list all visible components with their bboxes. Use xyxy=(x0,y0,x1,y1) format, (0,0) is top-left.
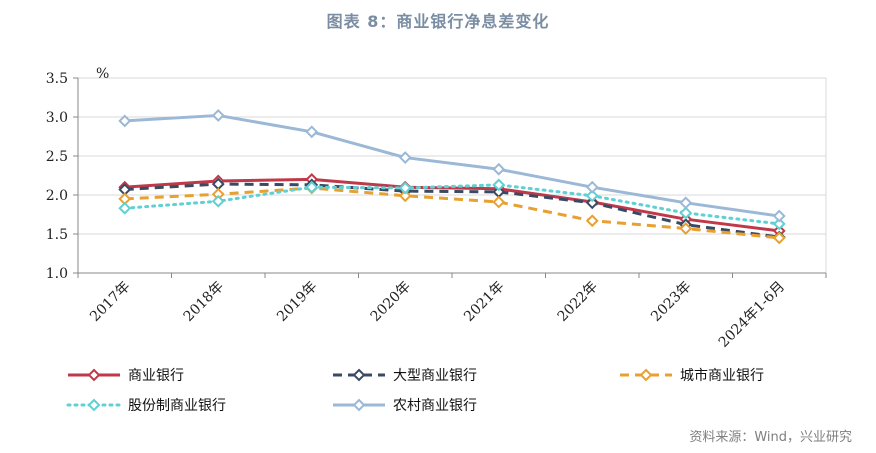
legend-label: 商业银行 xyxy=(128,368,184,384)
y-tick-labels: 1.0 1.5 2.0 2.5 3.0 3.5 xyxy=(46,71,68,282)
series-line xyxy=(124,177,780,233)
x-tick-label: 2022年 xyxy=(555,279,601,325)
data-point xyxy=(585,189,599,203)
data-point xyxy=(679,206,693,220)
y-tick-label: 1.5 xyxy=(46,227,68,243)
legend-item-2: 大型商业银行 xyxy=(333,368,477,384)
data-point xyxy=(305,125,319,139)
data-point xyxy=(772,209,786,223)
data-point xyxy=(398,189,412,203)
y-tick-label: 2.5 xyxy=(46,149,68,165)
data-point xyxy=(118,201,132,215)
x-tick-label: 2019年 xyxy=(274,279,320,325)
data-point xyxy=(585,196,599,210)
y-unit-label: % xyxy=(96,66,109,82)
series-line xyxy=(124,113,780,218)
data-point xyxy=(305,180,319,194)
legend-marker xyxy=(87,398,101,412)
legend-label: 股份制商业银行 xyxy=(128,398,226,414)
y-tick-label: 3.5 xyxy=(46,71,68,87)
x-tick-label: 2021年 xyxy=(461,279,507,325)
data-point xyxy=(679,222,693,235)
data-point xyxy=(492,178,506,192)
legend-label: 农村商业银行 xyxy=(393,398,477,414)
data-point xyxy=(492,195,506,209)
data-point xyxy=(118,114,132,128)
legend-marker xyxy=(639,368,653,382)
data-point xyxy=(585,214,599,228)
legend-label: 大型商业银行 xyxy=(393,368,477,384)
data-point xyxy=(211,194,225,208)
legend-label: 城市商业银行 xyxy=(680,367,764,384)
x-tick-label: 2017年 xyxy=(87,279,133,325)
x-tick-label: 2018年 xyxy=(181,279,227,325)
legend-item-5: 农村商业银行 xyxy=(333,398,477,414)
series-5 xyxy=(118,109,786,223)
series-line xyxy=(124,182,780,239)
data-point xyxy=(398,151,412,164)
data-point xyxy=(585,180,599,194)
series-line xyxy=(123,183,781,226)
data-point xyxy=(772,231,786,245)
y-tick-label: 3.0 xyxy=(46,110,68,126)
data-point xyxy=(211,109,225,122)
data-point xyxy=(772,217,786,231)
legend-marker xyxy=(352,398,366,412)
series-lines xyxy=(118,109,786,245)
chart-title: 图表 8：商业银行净息差变化 xyxy=(326,12,550,31)
axes xyxy=(73,77,827,278)
data-point xyxy=(398,181,412,195)
legend-item-1: 商业银行 xyxy=(68,368,184,384)
data-point xyxy=(492,162,506,176)
y-tick-label: 2.0 xyxy=(46,188,68,204)
series-4 xyxy=(118,178,786,231)
legend-marker xyxy=(352,368,366,382)
y-tick-label: 1.0 xyxy=(46,266,68,282)
x-tick-label: 2023年 xyxy=(648,279,694,325)
legend-marker xyxy=(87,368,101,382)
legend-item-4: 股份制商业银行 xyxy=(66,398,226,414)
x-tick-labels: 2017年 2018年 2019年 2020年 2021年 2022年 2023年 2024年… xyxy=(87,279,788,351)
x-tick-label: 2020年 xyxy=(368,279,414,325)
source-note: 资料来源：Wind，兴业研究 xyxy=(689,430,852,445)
series-line xyxy=(124,186,780,240)
data-point xyxy=(679,196,693,210)
line-chart: 1.01.52.02.53.03.5 2017年 2018年 2019年 2020年 2… xyxy=(46,66,827,414)
grid-lines xyxy=(78,77,827,274)
legend-item-3: 城市商业银行 xyxy=(620,367,764,384)
x-tick-label: 2024年1-6月 xyxy=(716,279,788,351)
